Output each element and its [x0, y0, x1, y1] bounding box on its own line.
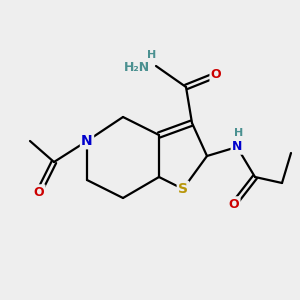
Text: S: S [178, 182, 188, 196]
Text: H: H [234, 128, 243, 139]
Text: N: N [232, 140, 242, 154]
Text: O: O [229, 197, 239, 211]
Text: H₂N: H₂N [124, 61, 150, 74]
Text: O: O [211, 68, 221, 82]
Text: N: N [81, 134, 93, 148]
Text: O: O [34, 185, 44, 199]
Text: H: H [147, 50, 156, 61]
